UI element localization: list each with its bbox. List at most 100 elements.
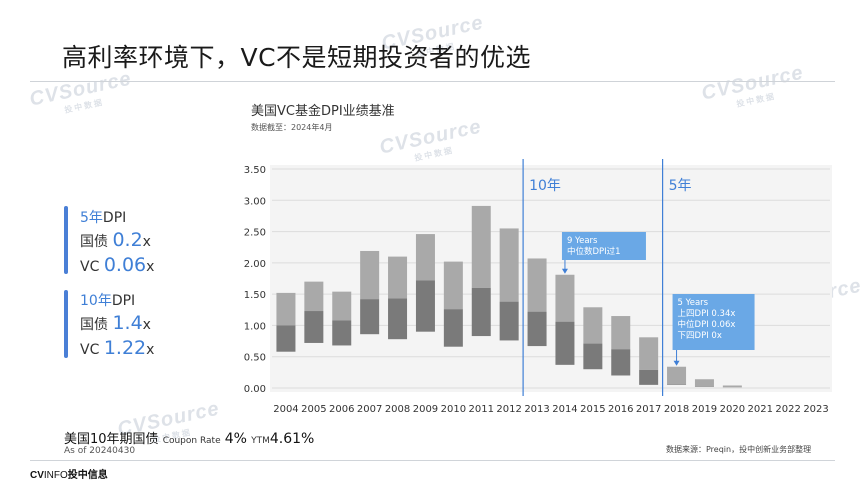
period-marker-label: 10年 (529, 178, 561, 194)
ytm-label: YTM (251, 436, 270, 446)
bar-lower-2009 (415, 280, 435, 332)
bar-upper-2020 (722, 385, 742, 388)
bar-upper-2008 (388, 256, 408, 299)
callout-text: 下四DPI 0x (678, 331, 722, 341)
callout-text: 9 Years (567, 236, 598, 246)
kpi-5y-bond-unit: x (142, 234, 151, 250)
bar-lower-2019 (694, 386, 714, 387)
bar-lower-2013 (527, 311, 547, 347)
bar-lower-2008 (388, 298, 408, 340)
bar-lower-2012 (499, 301, 519, 341)
x-tick-label: 2017 (636, 404, 661, 415)
cvinfo-logo: CVINFO投中信息 (30, 470, 108, 481)
kpi-10y-bond-label: 国债 (80, 317, 108, 333)
data-source: 数据来源：Preqin，投中创新业务部整理 (666, 445, 812, 454)
as-of-date: As of 20240430 (64, 446, 136, 456)
kpi-10y-bond-value: 1.4 (112, 312, 143, 334)
x-tick-label: 2012 (496, 404, 521, 415)
callout-text: 中位DPI 0.06x (678, 319, 736, 330)
bar-lower-2007 (360, 299, 380, 335)
bar-upper-2017 (639, 337, 659, 370)
bar-upper-2011 (471, 205, 491, 288)
y-tick-label: 0.00 (244, 384, 266, 395)
bar-lower-2016 (611, 349, 631, 376)
kpi-5y-vc-unit: x (146, 259, 155, 275)
chart-subtitle: 数据截至：2024年4月 (251, 123, 333, 132)
bar-lower-2005 (304, 311, 324, 343)
bar-upper-2010 (443, 261, 463, 310)
title-divider (30, 81, 835, 82)
callout-text: 中位数DPI过1 (567, 246, 621, 257)
kpi-accent-bar (64, 206, 68, 274)
bar-upper-2015 (583, 307, 603, 344)
callout-text: 5 Years (678, 298, 709, 308)
x-tick-label: 2022 (775, 404, 800, 415)
bar-upper-2014 (555, 274, 575, 322)
bar-upper-2018 (667, 366, 687, 385)
bar-upper-2006 (332, 291, 352, 321)
bar-upper-2012 (499, 228, 519, 302)
kpi-10y-vc-value: 1.22 (103, 337, 147, 359)
y-tick-label: 3.00 (244, 196, 266, 207)
x-tick-label: 2009 (413, 404, 438, 415)
y-tick-label: 2.50 (244, 228, 266, 239)
bar-lower-2014 (555, 321, 575, 365)
bar-lower-2010 (443, 309, 463, 347)
bar-lower-2017 (639, 369, 659, 385)
bar-upper-2005 (304, 281, 324, 312)
kpi-5y-label-suffix: DPI (102, 210, 127, 226)
bar-lower-2015 (583, 343, 603, 370)
x-tick-label: 2011 (469, 404, 494, 415)
kpi-5y-vc-label: VC (80, 259, 100, 275)
kpi-accent-bar (64, 290, 68, 358)
y-tick-label: 3.50 (244, 165, 266, 176)
kpi-10y-heading: 10年DPI (80, 290, 135, 310)
x-tick-label: 2021 (748, 404, 773, 415)
y-tick-label: 1.00 (244, 321, 266, 332)
kpi-10y-bond-unit: x (142, 317, 151, 333)
x-tick-label: 2015 (580, 404, 605, 415)
x-tick-label: 2004 (273, 404, 298, 415)
bond-name: 美国10年期国债 (64, 432, 159, 447)
bar-lower-2006 (332, 320, 352, 346)
x-tick-label: 2006 (329, 404, 354, 415)
kpi-10y-bond: 国债 1.4x (80, 312, 151, 334)
bar-upper-2004 (276, 292, 296, 326)
bottom-divider (30, 460, 835, 461)
kpi-10y-vc-unit: x (146, 342, 155, 358)
x-tick-label: 2016 (608, 404, 633, 415)
callout-arrow (561, 268, 568, 274)
x-tick-label: 2008 (385, 404, 410, 415)
x-tick-label: 2010 (441, 404, 466, 415)
plot-area (270, 165, 832, 392)
y-tick-label: 2.00 (244, 259, 266, 270)
kpi-5y-vc-value: 0.06 (103, 254, 147, 276)
bar-upper-2016 (611, 316, 631, 350)
bar-lower-2004 (276, 325, 296, 352)
kpi-10y-label-num: 10年 (80, 293, 112, 309)
callout-box (561, 232, 646, 260)
bar-upper-2013 (527, 258, 547, 312)
y-tick-label: 0.50 (244, 353, 266, 364)
bar-upper-2019 (694, 379, 714, 387)
callout-box (672, 294, 755, 350)
kpi-5y-bond-label: 国债 (80, 234, 108, 250)
coupon-value: 4% (224, 431, 247, 447)
x-tick-label: 2018 (664, 404, 689, 415)
callout-text: 上四DPI 0.34x (678, 309, 736, 319)
kpi-5y-bond-value: 0.2 (112, 229, 143, 251)
kpi-5y-heading: 5年DPI (80, 207, 126, 227)
bar-lower-2018 (667, 384, 687, 385)
bar-lower-2011 (471, 287, 491, 337)
x-tick-label: 2019 (692, 404, 717, 415)
y-tick-label: 1.50 (244, 290, 266, 301)
kpi-5y-bond: 国债 0.2x (80, 229, 151, 251)
x-tick-label: 2014 (552, 404, 577, 415)
kpi-5y-label-num: 5年 (80, 210, 103, 226)
period-marker-label: 5年 (669, 178, 692, 194)
kpi-10y-vc: VC 1.22x (80, 337, 154, 359)
x-tick-label: 2020 (720, 404, 745, 415)
kpi-5y-vc: VC 0.06x (80, 254, 154, 276)
x-tick-label: 2023 (803, 404, 828, 415)
